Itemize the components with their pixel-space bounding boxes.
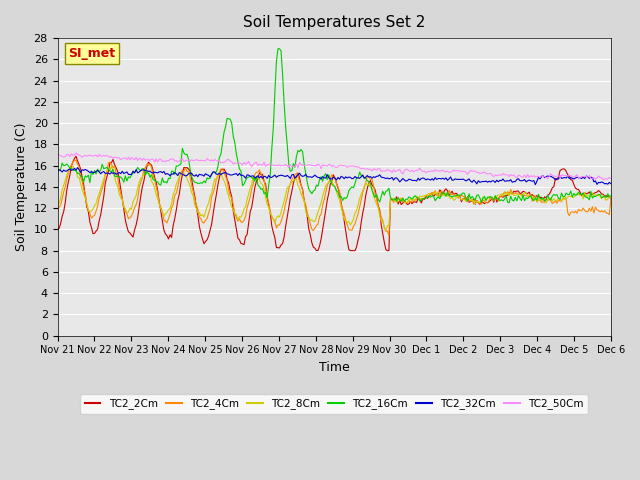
TC2_32Cm: [239, 172, 246, 178]
Line: TC2_4Cm: TC2_4Cm: [58, 160, 611, 236]
TC2_2Cm: [579, 191, 587, 196]
TC2_50Cm: [54, 150, 61, 156]
TC2_2Cm: [54, 226, 61, 231]
TC2_4Cm: [607, 196, 614, 202]
Y-axis label: Soil Temperature (C): Soil Temperature (C): [15, 122, 28, 251]
Line: TC2_8Cm: TC2_8Cm: [58, 166, 611, 230]
TC2_8Cm: [108, 163, 115, 169]
TC2_2Cm: [607, 196, 614, 202]
TC2_4Cm: [72, 157, 80, 163]
TC2_8Cm: [239, 211, 246, 217]
TC2_2Cm: [72, 153, 80, 159]
TC2_16Cm: [246, 173, 254, 179]
TC2_16Cm: [237, 168, 244, 174]
TC2_50Cm: [607, 175, 614, 181]
TC2_32Cm: [531, 182, 539, 188]
TC2_2Cm: [248, 204, 255, 210]
TC2_2Cm: [312, 248, 320, 253]
Text: SI_met: SI_met: [68, 47, 116, 60]
TC2_4Cm: [123, 211, 131, 216]
TC2_8Cm: [220, 178, 228, 183]
TC2_2Cm: [220, 166, 228, 172]
TC2_50Cm: [237, 160, 244, 166]
TC2_4Cm: [54, 208, 61, 214]
TC2_8Cm: [123, 210, 131, 216]
TC2_8Cm: [579, 196, 587, 202]
TC2_16Cm: [122, 173, 129, 179]
TC2_4Cm: [579, 205, 587, 211]
TC2_32Cm: [220, 170, 228, 176]
TC2_8Cm: [54, 201, 61, 207]
TC2_2Cm: [123, 224, 131, 229]
TC2_8Cm: [297, 191, 305, 197]
TC2_16Cm: [297, 146, 305, 152]
TC2_4Cm: [385, 233, 393, 239]
TC2_4Cm: [297, 182, 305, 188]
TC2_50Cm: [219, 159, 227, 165]
TC2_8Cm: [248, 181, 255, 187]
TC2_4Cm: [239, 219, 246, 225]
TC2_16Cm: [219, 141, 227, 146]
TC2_16Cm: [506, 200, 513, 206]
TC2_8Cm: [607, 195, 614, 201]
TC2_16Cm: [54, 169, 61, 175]
Line: TC2_50Cm: TC2_50Cm: [58, 153, 611, 180]
TC2_16Cm: [579, 190, 587, 196]
TC2_4Cm: [220, 170, 228, 176]
Title: Soil Temperatures Set 2: Soil Temperatures Set 2: [243, 15, 426, 30]
TC2_50Cm: [576, 175, 584, 181]
TC2_32Cm: [54, 168, 61, 173]
Legend: TC2_2Cm, TC2_4Cm, TC2_8Cm, TC2_16Cm, TC2_32Cm, TC2_50Cm: TC2_2Cm, TC2_4Cm, TC2_8Cm, TC2_16Cm, TC2…: [81, 395, 588, 414]
Line: TC2_2Cm: TC2_2Cm: [58, 156, 611, 251]
TC2_50Cm: [246, 162, 254, 168]
TC2_4Cm: [248, 186, 255, 192]
TC2_16Cm: [607, 193, 614, 199]
Line: TC2_16Cm: TC2_16Cm: [58, 49, 611, 203]
TC2_2Cm: [239, 241, 246, 247]
TC2_32Cm: [123, 169, 131, 175]
TC2_32Cm: [579, 174, 587, 180]
Line: TC2_32Cm: TC2_32Cm: [58, 168, 611, 185]
TC2_16Cm: [274, 46, 282, 52]
TC2_32Cm: [74, 165, 81, 170]
TC2_32Cm: [607, 181, 614, 187]
X-axis label: Time: Time: [319, 361, 349, 374]
TC2_2Cm: [297, 182, 305, 188]
TC2_50Cm: [599, 177, 607, 182]
TC2_50Cm: [122, 155, 129, 161]
TC2_8Cm: [382, 228, 390, 233]
TC2_32Cm: [297, 173, 305, 179]
TC2_32Cm: [248, 173, 255, 179]
TC2_50Cm: [296, 159, 303, 165]
